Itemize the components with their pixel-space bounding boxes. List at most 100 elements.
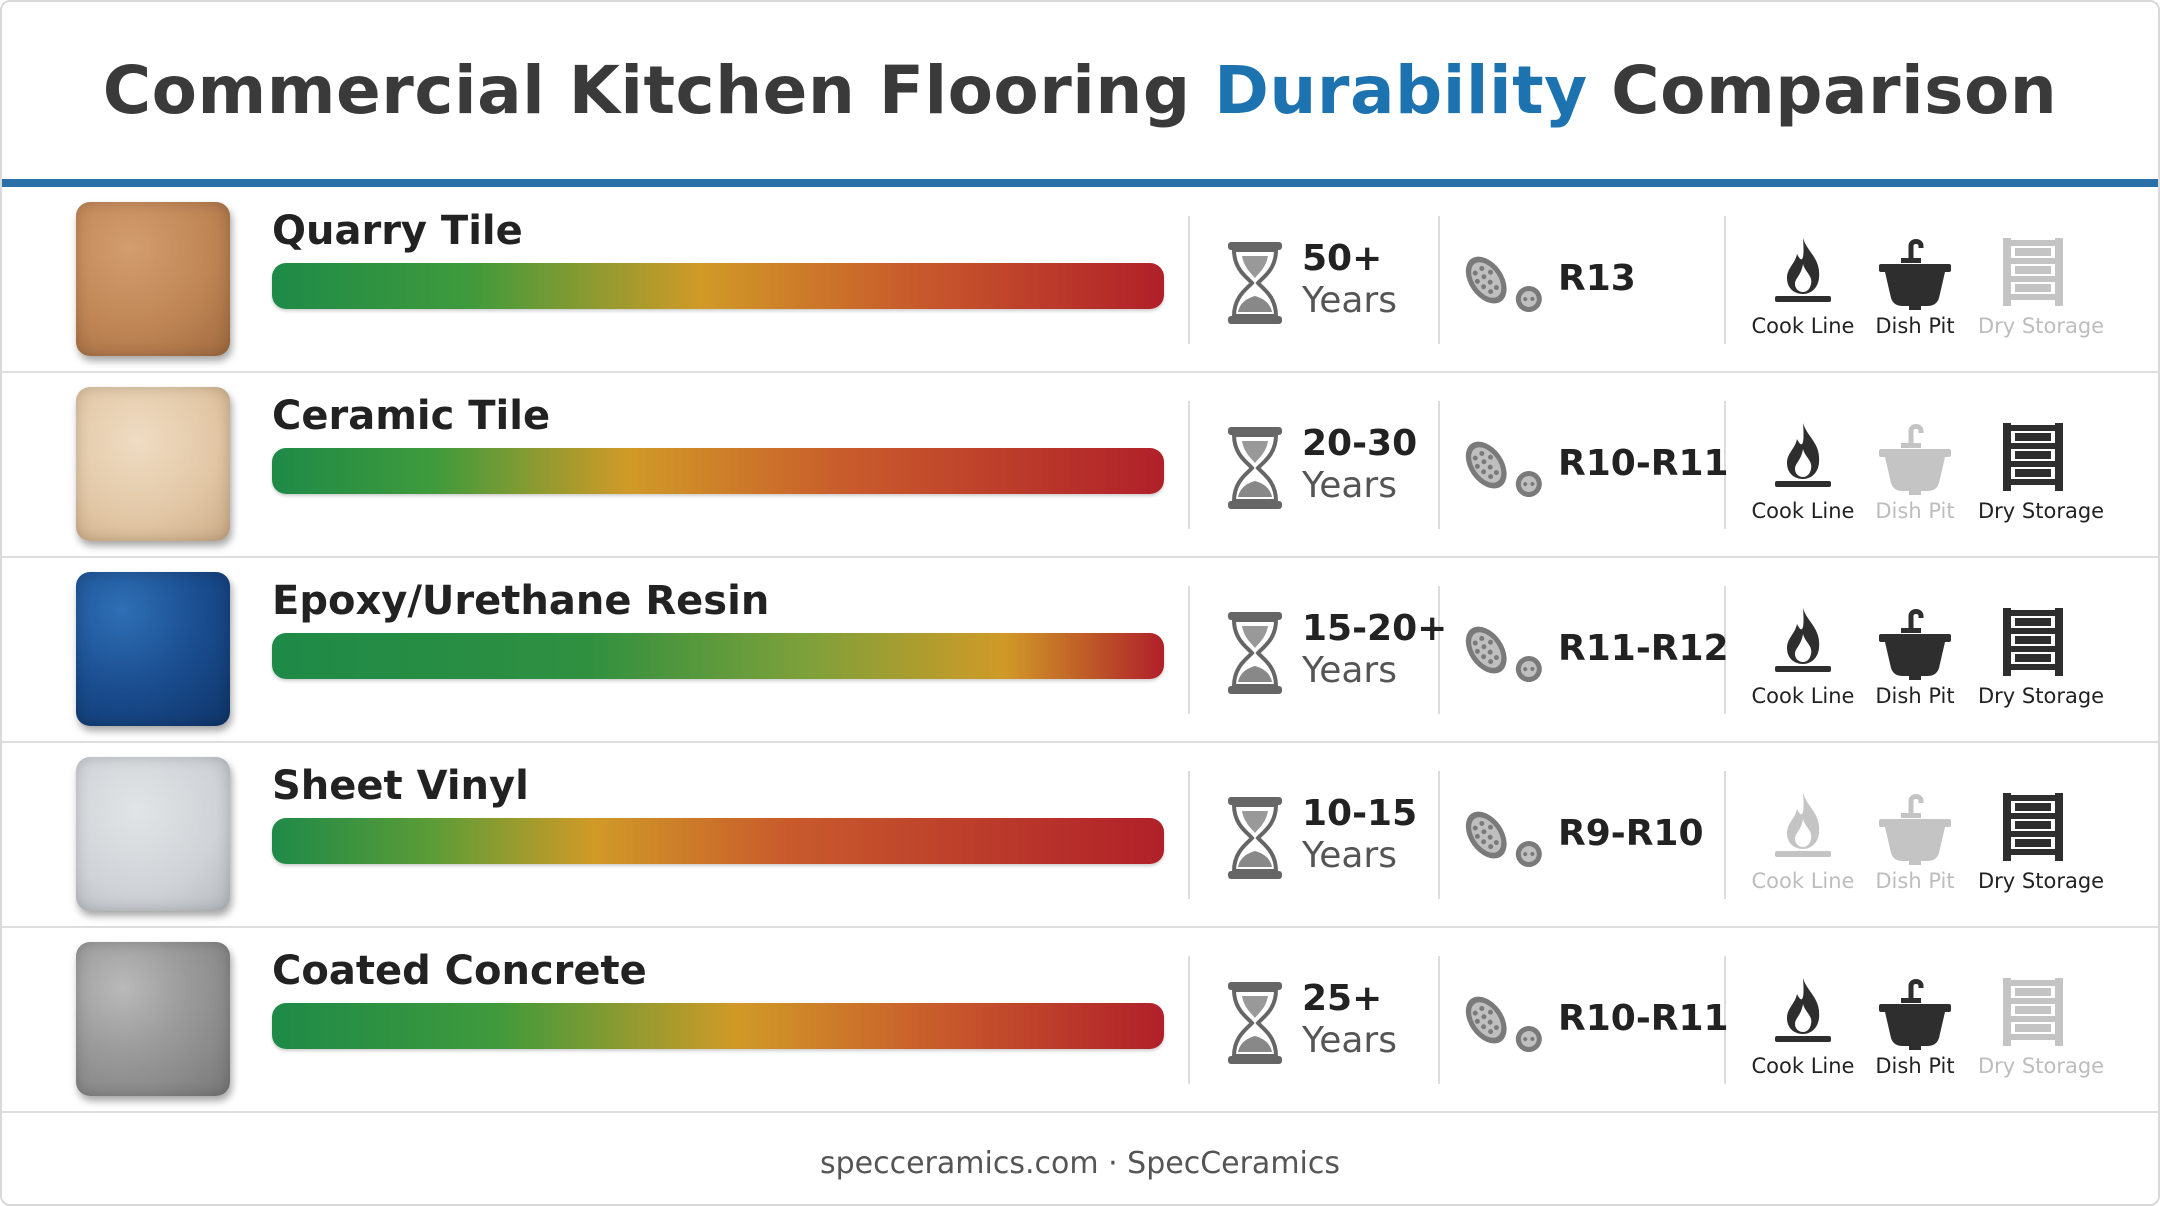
sink-icon <box>1879 609 1951 680</box>
material-name: Quarry Tile <box>272 208 523 254</box>
flooring-table: Quarry Tile 50+ Years <box>2 188 2158 1113</box>
zone-label: Cook Line <box>1751 499 1855 523</box>
material-name: Ceramic Tile <box>272 393 551 439</box>
boot-print-icon <box>1465 626 1542 683</box>
lifespan-value: 15-20+ <box>1302 608 1448 649</box>
lifespan-value: 50+ <box>1302 238 1383 279</box>
boot-print-icon <box>1465 811 1542 868</box>
zone-cook-line: Cook Line <box>1748 974 1858 1078</box>
flame-icon <box>1775 423 1831 487</box>
flame-icon <box>1775 793 1831 857</box>
boot-print-icon <box>1465 996 1542 1053</box>
slip-rating: R10-R11 <box>1558 998 1729 1039</box>
column-divider <box>1188 771 1190 899</box>
title-prefix: Commercial Kitchen Flooring <box>102 52 1191 129</box>
lifespan-unit: Years <box>1302 835 1397 876</box>
shelving-icon <box>2003 978 2063 1046</box>
hourglass-icon <box>1228 427 1282 509</box>
sink-icon <box>1879 239 1951 310</box>
column-divider <box>1724 401 1726 529</box>
zone-label: Dry Storage <box>1978 499 2105 523</box>
column-divider <box>1188 956 1190 1084</box>
zone-cook-line: Cook Line <box>1748 419 1858 523</box>
durability-bar <box>272 633 1164 679</box>
shelving-icon <box>2003 423 2063 491</box>
durability-bar <box>272 448 1164 494</box>
flame-icon <box>1775 608 1831 672</box>
lifespan-value: 25+ <box>1302 978 1383 1019</box>
material-swatch <box>76 942 230 1096</box>
lifespan-unit: Years <box>1302 650 1397 691</box>
zone-dish-pit: Dish Pit <box>1860 974 1970 1078</box>
sink-icon <box>1879 979 1951 1050</box>
zone-label: Dish Pit <box>1875 314 1955 338</box>
title-suffix: Comparison <box>1611 52 2058 129</box>
column-divider <box>1438 771 1440 899</box>
column-divider <box>1188 216 1190 344</box>
shelving-icon <box>2003 793 2063 861</box>
slip-rating: R10-R11 <box>1558 443 1729 484</box>
column-divider <box>1438 956 1440 1084</box>
shelving-icon <box>2003 608 2063 676</box>
flame-icon <box>1775 978 1831 1042</box>
durability-bar <box>272 263 1164 309</box>
zone-cook-line: Cook Line <box>1748 789 1858 893</box>
material-swatch <box>76 757 230 911</box>
durability-bar <box>272 1003 1164 1049</box>
column-divider <box>1724 586 1726 714</box>
zone-dry-storage: Dry Storage <box>1978 604 2105 708</box>
hourglass-icon <box>1228 982 1282 1064</box>
material-name: Sheet Vinyl <box>272 763 529 809</box>
zone-label: Cook Line <box>1751 314 1855 338</box>
zone-dry-storage: Dry Storage <box>1978 234 2105 338</box>
flooring-row: Coated Concrete 25+ Years <box>2 928 2158 1113</box>
zone-label: Dry Storage <box>1978 684 2105 708</box>
zone-dish-pit: Dish Pit <box>1860 234 1970 338</box>
zone-label: Dry Storage <box>1978 1054 2105 1078</box>
zone-label: Cook Line <box>1751 1054 1855 1078</box>
zone-label: Cook Line <box>1751 684 1855 708</box>
zone-label: Dry Storage <box>1978 314 2105 338</box>
material-swatch <box>76 202 230 356</box>
column-divider <box>1188 401 1190 529</box>
flame-icon <box>1775 238 1831 302</box>
material-swatch <box>76 572 230 726</box>
material-swatch <box>76 387 230 541</box>
flooring-row: Sheet Vinyl 10-15 Years <box>2 743 2158 928</box>
title-divider <box>2 179 2158 187</box>
durability-bar <box>272 818 1164 864</box>
column-divider <box>1188 586 1190 714</box>
boot-print-icon <box>1465 256 1542 313</box>
shelving-icon <box>2003 238 2063 306</box>
slip-rating: R13 <box>1558 258 1636 299</box>
column-divider <box>1438 216 1440 344</box>
footer-credit: specceramics.com · SpecCeramics <box>819 1146 1341 1181</box>
lifespan-unit: Years <box>1302 465 1397 506</box>
slip-rating: R11-R12 <box>1558 628 1729 669</box>
zone-label: Dish Pit <box>1875 499 1955 523</box>
lifespan-unit: Years <box>1302 280 1397 321</box>
zone-cook-line: Cook Line <box>1748 604 1858 708</box>
lifespan-value: 10-15 <box>1302 793 1418 834</box>
column-divider <box>1438 586 1440 714</box>
column-divider <box>1724 956 1726 1084</box>
material-name: Epoxy/Urethane Resin <box>272 578 770 624</box>
zone-dish-pit: Dish Pit <box>1860 419 1970 523</box>
zone-label: Dish Pit <box>1875 1054 1955 1078</box>
zone-cook-line: Cook Line <box>1748 234 1858 338</box>
column-divider <box>1724 771 1726 899</box>
hourglass-icon <box>1228 242 1282 324</box>
sink-icon <box>1879 794 1951 865</box>
material-name: Coated Concrete <box>272 948 647 994</box>
zone-dish-pit: Dish Pit <box>1860 789 1970 893</box>
hourglass-icon <box>1228 797 1282 879</box>
zone-label: Dish Pit <box>1875 684 1955 708</box>
zone-label: Cook Line <box>1751 869 1855 893</box>
lifespan-value: 20-30 <box>1302 423 1418 464</box>
boot-print-icon <box>1465 441 1542 498</box>
sink-icon <box>1879 424 1951 495</box>
page-title: Commercial Kitchen Flooring Durability C… <box>2 52 2158 129</box>
hourglass-icon <box>1228 612 1282 694</box>
zone-label: Dish Pit <box>1875 869 1955 893</box>
title-accent: Durability <box>1214 52 1588 129</box>
